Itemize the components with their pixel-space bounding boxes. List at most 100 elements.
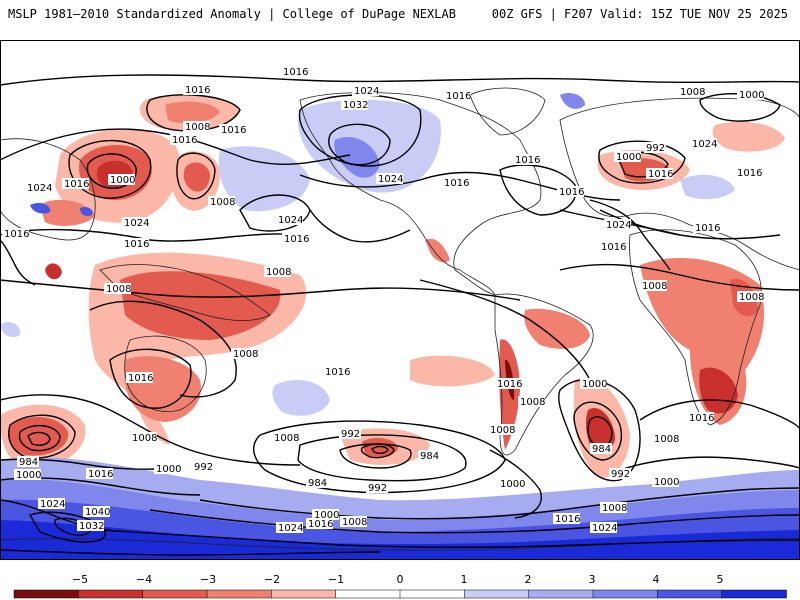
isobar bbox=[309, 209, 411, 243]
anomaly-neg-south-pacific-core bbox=[362, 437, 398, 458]
colorbar-swatch bbox=[78, 589, 144, 599]
anomaly-pos-gulf-alaska-ridge bbox=[400, 143, 419, 162]
svg-text:1016: 1016 bbox=[689, 413, 714, 424]
svg-text:984: 984 bbox=[19, 457, 38, 468]
isobar-label: 1024 bbox=[590, 522, 617, 534]
isobar bbox=[0, 394, 301, 466]
isobar bbox=[0, 279, 521, 301]
isobar bbox=[360, 443, 395, 459]
svg-text:1008: 1008 bbox=[602, 503, 627, 514]
isobar bbox=[199, 487, 800, 520]
svg-text:1032: 1032 bbox=[79, 521, 104, 532]
isobar-label: 1032 bbox=[77, 520, 104, 532]
isobar-label: 1024 bbox=[122, 217, 149, 229]
svg-text:1024: 1024 bbox=[378, 174, 403, 185]
svg-text:1032: 1032 bbox=[343, 100, 368, 111]
svg-text:1016: 1016 bbox=[601, 242, 626, 253]
isobar-label: 984 bbox=[17, 456, 39, 468]
svg-text:1008: 1008 bbox=[680, 87, 705, 98]
isobar-label: 1016 bbox=[599, 241, 626, 253]
anomaly-neg-south-atlantic-core bbox=[585, 408, 615, 454]
anomaly-pos-south-pacific bbox=[272, 380, 330, 416]
colorbar-tick-label: 5 bbox=[717, 573, 724, 586]
isobar bbox=[109, 348, 192, 409]
svg-text:1008: 1008 bbox=[233, 349, 258, 360]
isobar-label: 1008 bbox=[130, 432, 157, 444]
isobar-label: 1016 bbox=[282, 233, 309, 245]
svg-text:1008: 1008 bbox=[739, 292, 764, 303]
anomaly-map: 1016 1016 1008 1016 1016 1000 1016 1024 … bbox=[0, 40, 800, 560]
isobar-label: 1040 bbox=[83, 506, 110, 518]
isobar bbox=[27, 431, 51, 446]
isobar-label: 1016 bbox=[735, 167, 762, 179]
isobar-label: 1016 bbox=[646, 168, 673, 180]
svg-text:1016: 1016 bbox=[444, 178, 469, 189]
colorbar-tick-label: 0 bbox=[397, 573, 404, 586]
colorbar-swatch bbox=[592, 589, 659, 599]
colorbar-tick-label: −1 bbox=[328, 573, 344, 586]
isobar-label: 1016 bbox=[687, 412, 714, 424]
svg-text:1000: 1000 bbox=[616, 152, 641, 163]
svg-text:1008: 1008 bbox=[210, 197, 235, 208]
svg-text:1024: 1024 bbox=[606, 220, 631, 231]
isobar bbox=[54, 517, 91, 536]
isobar-label: 1008 bbox=[231, 348, 258, 360]
svg-text:1016: 1016 bbox=[4, 229, 29, 240]
svg-text:992: 992 bbox=[341, 429, 360, 440]
svg-text:1016: 1016 bbox=[555, 514, 580, 525]
colorbar-swatch bbox=[464, 589, 530, 599]
isobar-label: 1000 bbox=[614, 151, 641, 163]
isobar-label: 992 bbox=[366, 482, 388, 494]
isobar-label: 1016 bbox=[306, 518, 333, 530]
anomaly-neg-typhoon bbox=[45, 263, 62, 280]
isobar bbox=[0, 74, 800, 86]
svg-text:1008: 1008 bbox=[106, 284, 131, 295]
svg-text:1024: 1024 bbox=[124, 218, 149, 229]
coastline-south-america bbox=[494, 293, 594, 456]
anomaly-pos-bering-2 bbox=[80, 207, 93, 217]
svg-text:1000: 1000 bbox=[654, 477, 679, 488]
isobar bbox=[573, 401, 622, 461]
isobar-label: 1024 bbox=[38, 498, 65, 510]
anomaly-neg-west-pacific bbox=[40, 199, 95, 226]
anomaly-pos-alaska-core bbox=[334, 137, 380, 178]
svg-text:1016: 1016 bbox=[695, 223, 720, 234]
colorbar-swatch bbox=[142, 589, 208, 599]
svg-text:1016: 1016 bbox=[446, 91, 471, 102]
isobar-label: 1000 bbox=[498, 478, 525, 490]
colorbar-swatch bbox=[335, 589, 401, 599]
svg-text:1016: 1016 bbox=[172, 135, 197, 146]
isobar bbox=[18, 425, 61, 452]
isobar-label: 1016 bbox=[557, 186, 584, 198]
svg-text:1000: 1000 bbox=[314, 510, 339, 521]
svg-text:1008: 1008 bbox=[266, 267, 291, 278]
svg-text:1016: 1016 bbox=[648, 169, 673, 180]
anomaly-neg-scandinavia bbox=[712, 121, 785, 152]
isobar-label: 992 bbox=[609, 468, 631, 480]
map-title: MSLP 1981–2010 Standardized Anomaly | Co… bbox=[8, 7, 456, 21]
svg-text:1040: 1040 bbox=[85, 507, 110, 518]
colorbar-swatch bbox=[206, 589, 273, 599]
isobar-label: 1016 bbox=[553, 513, 580, 525]
svg-text:1000: 1000 bbox=[582, 379, 607, 390]
isobar-label: 1016 bbox=[513, 154, 540, 166]
anomaly-neg-south-indian-core bbox=[8, 416, 69, 456]
svg-text:1016: 1016 bbox=[64, 179, 89, 190]
isobar bbox=[0, 239, 36, 286]
svg-text:992: 992 bbox=[194, 462, 213, 473]
isobar-label: 1008 bbox=[183, 121, 210, 133]
svg-text:1000: 1000 bbox=[156, 464, 181, 475]
isobar-label: 1008 bbox=[737, 291, 764, 303]
isobar-label: 1008 bbox=[600, 502, 627, 514]
svg-text:1016: 1016 bbox=[88, 469, 113, 480]
isobar-label: 1008 bbox=[104, 283, 131, 295]
isobar bbox=[419, 279, 591, 381]
isobar-label: 992 bbox=[644, 142, 666, 154]
isobar bbox=[599, 209, 681, 236]
svg-text:1016: 1016 bbox=[515, 155, 540, 166]
anomaly-pos-barents bbox=[560, 93, 585, 109]
svg-text:1016: 1016 bbox=[221, 125, 246, 136]
isobar-label: 1016 bbox=[183, 84, 210, 96]
isobar bbox=[89, 300, 237, 398]
colorbar-tick-label: −4 bbox=[136, 573, 152, 586]
